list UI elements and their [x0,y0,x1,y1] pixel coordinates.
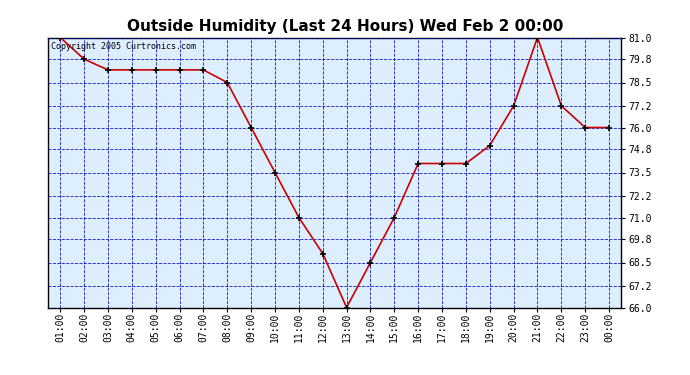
Text: Copyright 2005 Curtronics.com: Copyright 2005 Curtronics.com [51,42,196,51]
Text: Outside Humidity (Last 24 Hours) Wed Feb 2 00:00: Outside Humidity (Last 24 Hours) Wed Feb… [127,19,563,34]
